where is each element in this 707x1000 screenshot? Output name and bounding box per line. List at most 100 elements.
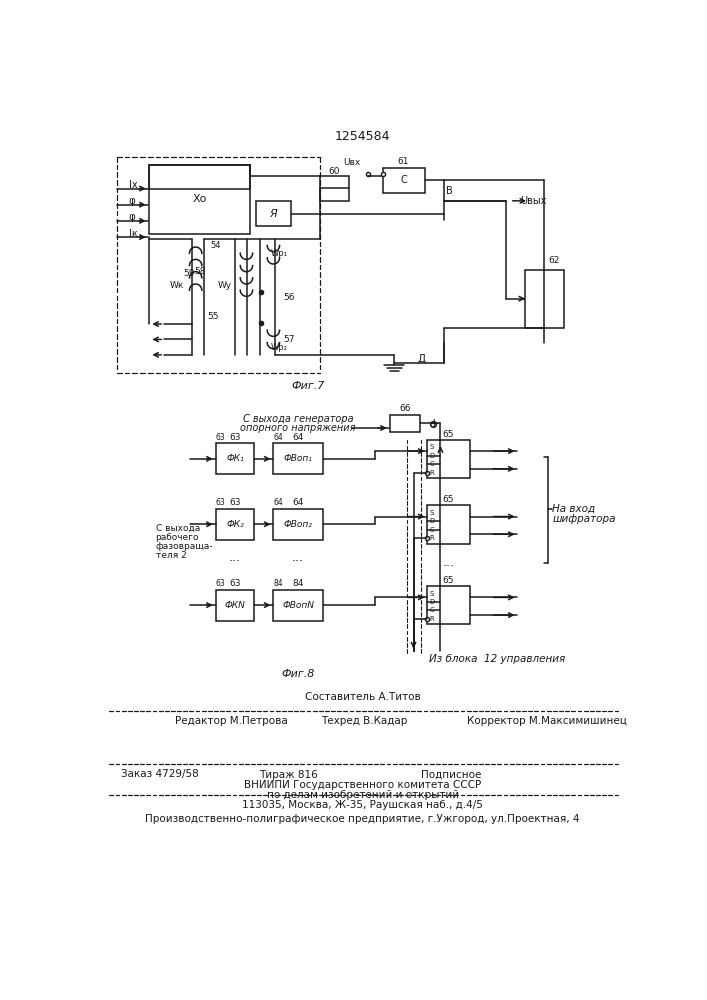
Text: φ: φ	[129, 212, 136, 222]
Bar	[274, 509, 324, 540]
Text: С выхода: С выхода	[156, 524, 200, 533]
Bar	[428, 440, 469, 478]
Text: 63: 63	[216, 579, 226, 588]
Text: Iк: Iк	[129, 229, 137, 239]
Bar	[320, 176, 349, 201]
Text: ...: ...	[442, 556, 454, 569]
Text: R: R	[430, 616, 435, 622]
Text: 55: 55	[208, 312, 219, 321]
Text: С выхода генератора: С выхода генератора	[243, 414, 354, 424]
Text: C: C	[400, 175, 407, 185]
Text: 60: 60	[329, 167, 340, 176]
Text: S: S	[430, 591, 434, 597]
Text: Корректор М.Максимишинец: Корректор М.Максимишинец	[467, 716, 627, 726]
Text: 58: 58	[194, 267, 206, 276]
Text: 84: 84	[293, 579, 304, 588]
Text: D: D	[430, 518, 435, 524]
Text: S: S	[430, 510, 434, 516]
Text: Техред В.Кадар: Техред В.Кадар	[321, 716, 407, 726]
Text: 64: 64	[293, 433, 304, 442]
Text: Д: Д	[417, 354, 426, 364]
Text: C: C	[430, 461, 435, 467]
Text: D: D	[430, 453, 435, 459]
Text: Хо: Хо	[192, 194, 206, 204]
Text: +: +	[429, 417, 440, 430]
Text: Wк: Wк	[170, 281, 185, 290]
Text: Тираж 816: Тираж 816	[259, 770, 318, 780]
Text: 65: 65	[443, 430, 454, 439]
Text: Составитель А.Титов: Составитель А.Титов	[305, 692, 421, 702]
Bar	[216, 509, 254, 540]
Text: C: C	[430, 607, 435, 613]
Bar	[428, 586, 469, 624]
Text: 63: 63	[216, 433, 226, 442]
Bar	[257, 201, 291, 226]
Text: ФВопN: ФВопN	[282, 601, 314, 610]
Bar	[382, 168, 425, 193]
Bar	[525, 270, 563, 328]
Text: 63: 63	[229, 498, 240, 507]
Text: ФКN: ФКN	[224, 601, 245, 610]
Text: 63: 63	[216, 498, 226, 507]
Text: ВНИИПИ Государственного комитета СССР: ВНИИПИ Государственного комитета СССР	[244, 780, 481, 790]
Text: 66: 66	[399, 404, 411, 413]
Text: 84: 84	[274, 579, 283, 588]
Text: ФК₂: ФК₂	[226, 520, 244, 529]
Bar	[390, 415, 420, 432]
Text: D: D	[430, 599, 435, 605]
Text: шифратора: шифратора	[552, 514, 616, 524]
Text: опорного напряжения: опорного напряжения	[240, 423, 356, 433]
Text: 64: 64	[274, 498, 283, 507]
Text: 61: 61	[398, 157, 409, 166]
Text: Фиг.7: Фиг.7	[291, 381, 325, 391]
Text: 1254584: 1254584	[335, 130, 390, 143]
Text: ...: ...	[292, 551, 304, 564]
Text: рабочего: рабочего	[156, 533, 199, 542]
Bar	[149, 165, 250, 234]
Text: Редактор М.Петрова: Редактор М.Петрова	[175, 716, 288, 726]
Bar	[274, 590, 324, 620]
Bar	[274, 443, 324, 474]
Text: теля 2: теля 2	[156, 551, 187, 560]
Text: B: B	[445, 186, 452, 196]
Text: Фиг.8: Фиг.8	[281, 669, 315, 679]
Text: 65: 65	[443, 495, 454, 504]
Text: S: S	[430, 444, 434, 450]
Text: 113035, Москва, Ж-35, Раушская наб., д.4/5: 113035, Москва, Ж-35, Раушская наб., д.4…	[243, 800, 483, 810]
Text: 63: 63	[229, 579, 240, 588]
Bar	[216, 590, 254, 620]
Text: ФК₁: ФК₁	[226, 454, 244, 463]
Text: 59: 59	[183, 269, 194, 278]
Text: 54: 54	[211, 241, 221, 250]
Text: Заказ 4729/58: Заказ 4729/58	[121, 770, 199, 780]
Text: ...: ...	[229, 551, 241, 564]
Bar	[428, 505, 469, 544]
Text: Из блока  12 управления: Из блока 12 управления	[429, 654, 565, 664]
Text: ФВоп₂: ФВоп₂	[284, 520, 312, 529]
Text: Wp₂: Wp₂	[271, 343, 288, 352]
Text: Wp₁: Wp₁	[271, 249, 288, 258]
Text: R: R	[430, 470, 435, 476]
Text: фазовраща-: фазовраща-	[156, 542, 213, 551]
Text: На вход: На вход	[552, 504, 595, 514]
Text: C: C	[430, 527, 435, 533]
Text: Производственно-полиграфическое предприятие, г.Ужгород, ул.Проектная, 4: Производственно-полиграфическое предприя…	[146, 814, 580, 824]
Text: 62: 62	[549, 256, 560, 265]
Text: Wy: Wy	[218, 281, 232, 290]
Text: 63: 63	[229, 433, 240, 442]
Text: 64: 64	[274, 433, 283, 442]
Text: Iх: Iх	[129, 180, 137, 190]
Text: по делам изобретений и открытий: по делам изобретений и открытий	[267, 790, 459, 800]
Text: Подписное: Подписное	[421, 770, 481, 780]
Text: R: R	[430, 535, 435, 541]
Text: Uвх: Uвх	[344, 158, 361, 167]
Text: ФВоп₁: ФВоп₁	[284, 454, 312, 463]
Bar	[216, 443, 254, 474]
Text: 65: 65	[443, 576, 454, 585]
Text: Я: Я	[269, 209, 277, 219]
Text: 64: 64	[293, 498, 304, 507]
Text: Uвых: Uвых	[520, 196, 546, 206]
Text: 56: 56	[283, 293, 295, 302]
Text: φ: φ	[129, 196, 136, 206]
Text: 57: 57	[283, 335, 295, 344]
